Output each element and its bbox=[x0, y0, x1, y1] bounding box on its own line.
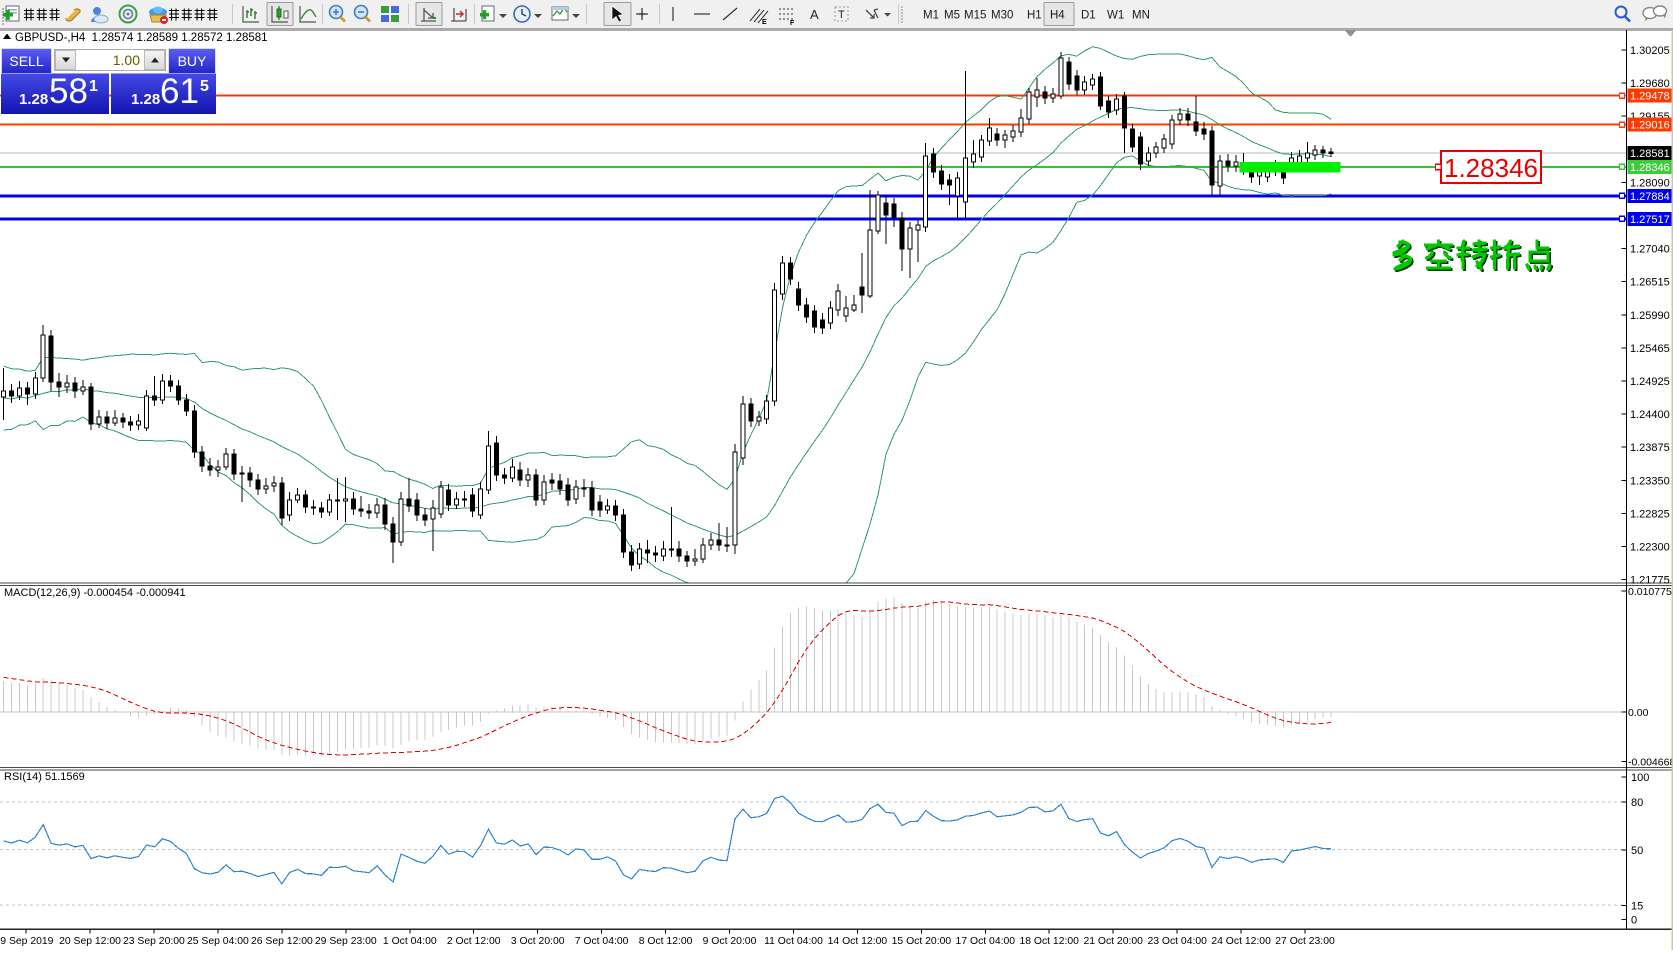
svg-text:1.26515: 1.26515 bbox=[1630, 277, 1670, 289]
svg-text:M15: M15 bbox=[964, 10, 986, 22]
svg-text:100: 100 bbox=[1631, 772, 1649, 784]
svg-text:M1: M1 bbox=[923, 10, 939, 22]
svg-text:1.21775: 1.21775 bbox=[1630, 575, 1670, 587]
svg-text:1.29680: 1.29680 bbox=[1630, 78, 1670, 90]
svg-text:MACD(12,26,9) -0.000454 -0.000: MACD(12,26,9) -0.000454 -0.000941 bbox=[4, 587, 186, 599]
svg-text:17 Oct 04:00: 17 Oct 04:00 bbox=[956, 936, 1016, 947]
svg-text:1.28346: 1.28346 bbox=[1444, 153, 1538, 183]
svg-text:9 Oct 20:00: 9 Oct 20:00 bbox=[703, 936, 757, 947]
svg-text:1.25465: 1.25465 bbox=[1630, 343, 1670, 355]
svg-text:3 Oct 20:00: 3 Oct 20:00 bbox=[511, 936, 565, 947]
svg-text:1.28346: 1.28346 bbox=[1630, 162, 1670, 174]
svg-text:RSI(14) 51.1569: RSI(14) 51.1569 bbox=[4, 771, 85, 783]
svg-text:15: 15 bbox=[1631, 901, 1643, 913]
svg-text:1.25990: 1.25990 bbox=[1630, 310, 1670, 322]
svg-text:24 Oct 12:00: 24 Oct 12:00 bbox=[1211, 936, 1271, 947]
svg-text:-0.004668: -0.004668 bbox=[1628, 757, 1673, 769]
svg-text:1.27040: 1.27040 bbox=[1630, 244, 1670, 256]
svg-text:50: 50 bbox=[1631, 845, 1643, 857]
svg-text:E: E bbox=[762, 19, 767, 26]
svg-text:1.23875: 1.23875 bbox=[1630, 442, 1670, 454]
svg-text:W1: W1 bbox=[1107, 10, 1124, 22]
svg-text:26 Sep 12:00: 26 Sep 12:00 bbox=[251, 936, 313, 947]
svg-text:1.27517: 1.27517 bbox=[1630, 214, 1670, 226]
svg-text:18 Oct 12:00: 18 Oct 12:00 bbox=[1019, 936, 1079, 947]
svg-text:M5: M5 bbox=[944, 10, 960, 22]
svg-text:7 Oct 04:00: 7 Oct 04:00 bbox=[575, 936, 629, 947]
svg-text:MN: MN bbox=[1132, 10, 1150, 22]
svg-text:D1: D1 bbox=[1081, 10, 1096, 22]
svg-text:20 Sep 12:00: 20 Sep 12:00 bbox=[59, 936, 121, 947]
svg-text:T: T bbox=[838, 9, 845, 21]
svg-text:0: 0 bbox=[1631, 915, 1637, 927]
svg-text:1 Oct 04:00: 1 Oct 04:00 bbox=[383, 936, 437, 947]
svg-text:8 Oct 12:00: 8 Oct 12:00 bbox=[639, 936, 693, 947]
svg-text:25 Sep 04:00: 25 Sep 04:00 bbox=[187, 936, 249, 947]
svg-text:H4: H4 bbox=[1050, 10, 1065, 22]
svg-text:23 Sep 20:00: 23 Sep 20:00 bbox=[123, 936, 185, 947]
svg-text:H1: H1 bbox=[1027, 10, 1042, 22]
svg-text:M30: M30 bbox=[991, 10, 1013, 22]
svg-text:29 Sep 23:00: 29 Sep 23:00 bbox=[315, 936, 377, 947]
svg-text:14 Oct 12:00: 14 Oct 12:00 bbox=[828, 936, 888, 947]
svg-text:1.30205: 1.30205 bbox=[1630, 45, 1670, 57]
svg-text:0.00: 0.00 bbox=[1628, 707, 1649, 719]
svg-text:A: A bbox=[810, 7, 819, 22]
svg-text:1.22825: 1.22825 bbox=[1630, 508, 1670, 520]
svg-text:F: F bbox=[790, 20, 795, 27]
svg-text:0.010775: 0.010775 bbox=[1628, 586, 1672, 598]
svg-text:1.24925: 1.24925 bbox=[1630, 376, 1670, 388]
svg-text:1.29016: 1.29016 bbox=[1630, 120, 1670, 132]
svg-text:1.27884: 1.27884 bbox=[1630, 191, 1670, 203]
svg-text:1.22300: 1.22300 bbox=[1630, 542, 1670, 554]
svg-text:1.29478: 1.29478 bbox=[1630, 91, 1670, 103]
svg-text:19 Sep 2019: 19 Sep 2019 bbox=[0, 936, 54, 947]
svg-text:21 Oct 20:00: 21 Oct 20:00 bbox=[1083, 936, 1143, 947]
svg-text:11 Oct 04:00: 11 Oct 04:00 bbox=[764, 936, 823, 947]
svg-text:27 Oct 23:00: 27 Oct 23:00 bbox=[1275, 936, 1335, 947]
svg-text:2 Oct 12:00: 2 Oct 12:00 bbox=[447, 936, 501, 947]
svg-text:1.23350: 1.23350 bbox=[1630, 475, 1670, 487]
svg-text:1.28581: 1.28581 bbox=[1630, 148, 1670, 160]
svg-text:1.24400: 1.24400 bbox=[1630, 409, 1670, 421]
svg-text:80: 80 bbox=[1631, 797, 1643, 809]
svg-text:15 Oct 20:00: 15 Oct 20:00 bbox=[892, 936, 952, 947]
svg-text:1.28090: 1.28090 bbox=[1630, 177, 1670, 189]
svg-text:23 Oct 04:00: 23 Oct 04:00 bbox=[1147, 936, 1207, 947]
